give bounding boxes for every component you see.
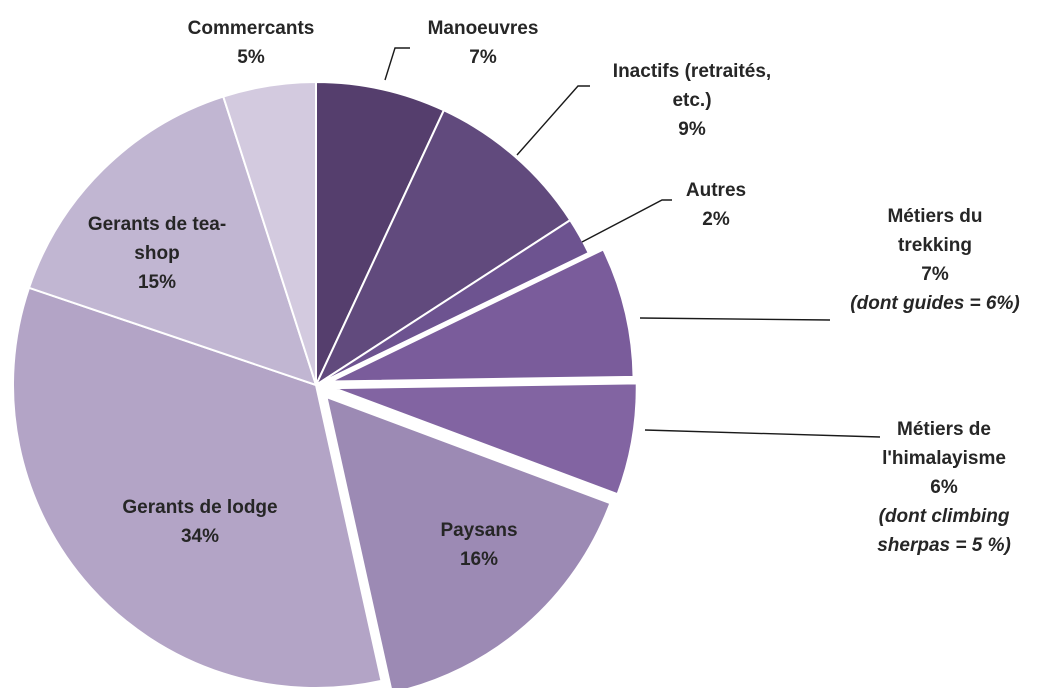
pie-slice-gerants-de-tea-shop: [27, 95, 318, 387]
slice-label-line: Autres: [686, 180, 746, 201]
slice-label-value: 5%: [237, 47, 265, 68]
slice-label-line: Métiers de: [897, 419, 991, 440]
leader-line-metiers-de-l-himalayisme: [644, 429, 881, 438]
slice-label-metiers-de-l-himalayisme: Métiers de l'himalayisme 6% (dont climbing s…: [877, 419, 1011, 556]
slice-label-value: 9%: [678, 119, 706, 140]
slice-label-metiers-du-trekking: Métiers du trekking 7% (dont guides = 6%): [850, 206, 1019, 314]
slice-label-manoeuvres: Manoeuvres 7%: [428, 18, 539, 68]
slice-label-value: 2%: [702, 209, 730, 230]
slice-label-line: Gerants de lodge: [122, 497, 277, 518]
slice-label-value: 6%: [930, 477, 958, 498]
slice-label-gerants-de-tea-shop: Gerants de tea-shop 15%: [88, 214, 226, 293]
slice-label-value: 15%: [138, 272, 176, 293]
leader-line-autres: [581, 199, 672, 243]
slice-label-note: sherpas = 5 %): [877, 535, 1011, 556]
slice-label-value: 7%: [469, 47, 497, 68]
slice-label-line: Inactifs (retraités,: [613, 61, 771, 82]
leader-line-manoeuvres: [384, 47, 410, 81]
slice-label-line: shop: [134, 243, 179, 264]
slice-label-line: Paysans: [440, 520, 517, 541]
pie-slice-paysans: [325, 395, 612, 688]
slice-label-commercants: Commercants 5%: [188, 18, 315, 68]
pie-slice-autres: [315, 218, 591, 386]
slice-label-gerants-de-lodge: Gerants de lodge 34%: [122, 497, 277, 547]
slice-label-value: 16%: [460, 549, 498, 570]
slice-labels: Manoeuvres 7% Inactifs (retraités, etc.) 9% A…: [88, 18, 1020, 570]
slice-label-paysans: Paysans 16%: [440, 520, 517, 570]
slice-label-autres: Autres 2%: [686, 180, 746, 230]
pie-slice-inactifs-retraites-etc: [313, 108, 572, 388]
pie-slice-metiers-du-trekking: [330, 248, 635, 383]
leader-lines: [384, 47, 881, 438]
leader-line-inactifs-retraites-etc: [516, 85, 590, 156]
pie-slice-metiers-de-l-himalayisme: [333, 382, 638, 496]
slice-label-line: l'himalayisme: [882, 448, 1006, 469]
pie-slice-manoeuvres: [315, 80, 446, 386]
slice-label-value: 7%: [921, 264, 949, 285]
slice-label-note: (dont climbing: [879, 506, 1010, 527]
slice-label-note: (dont guides = 6%): [850, 293, 1019, 314]
slice-label-line: Gerants de tea-: [88, 214, 226, 235]
leader-line-metiers-du-trekking: [639, 317, 831, 321]
pie-slice-gerants-de-lodge: [12, 286, 383, 688]
slice-label-line: trekking: [898, 235, 972, 256]
slice-label-line: etc.): [672, 90, 711, 111]
slice-label-value: 34%: [181, 526, 219, 547]
pie-slices: [12, 80, 638, 688]
pie-slice-commercants: [222, 80, 317, 386]
slice-label-line: Métiers du: [887, 206, 982, 227]
slice-label-inactifs-retraites-etc: Inactifs (retraités, etc.) 9%: [613, 61, 771, 140]
slice-label-line: Manoeuvres: [428, 18, 539, 39]
slice-label-line: Commercants: [188, 18, 315, 39]
